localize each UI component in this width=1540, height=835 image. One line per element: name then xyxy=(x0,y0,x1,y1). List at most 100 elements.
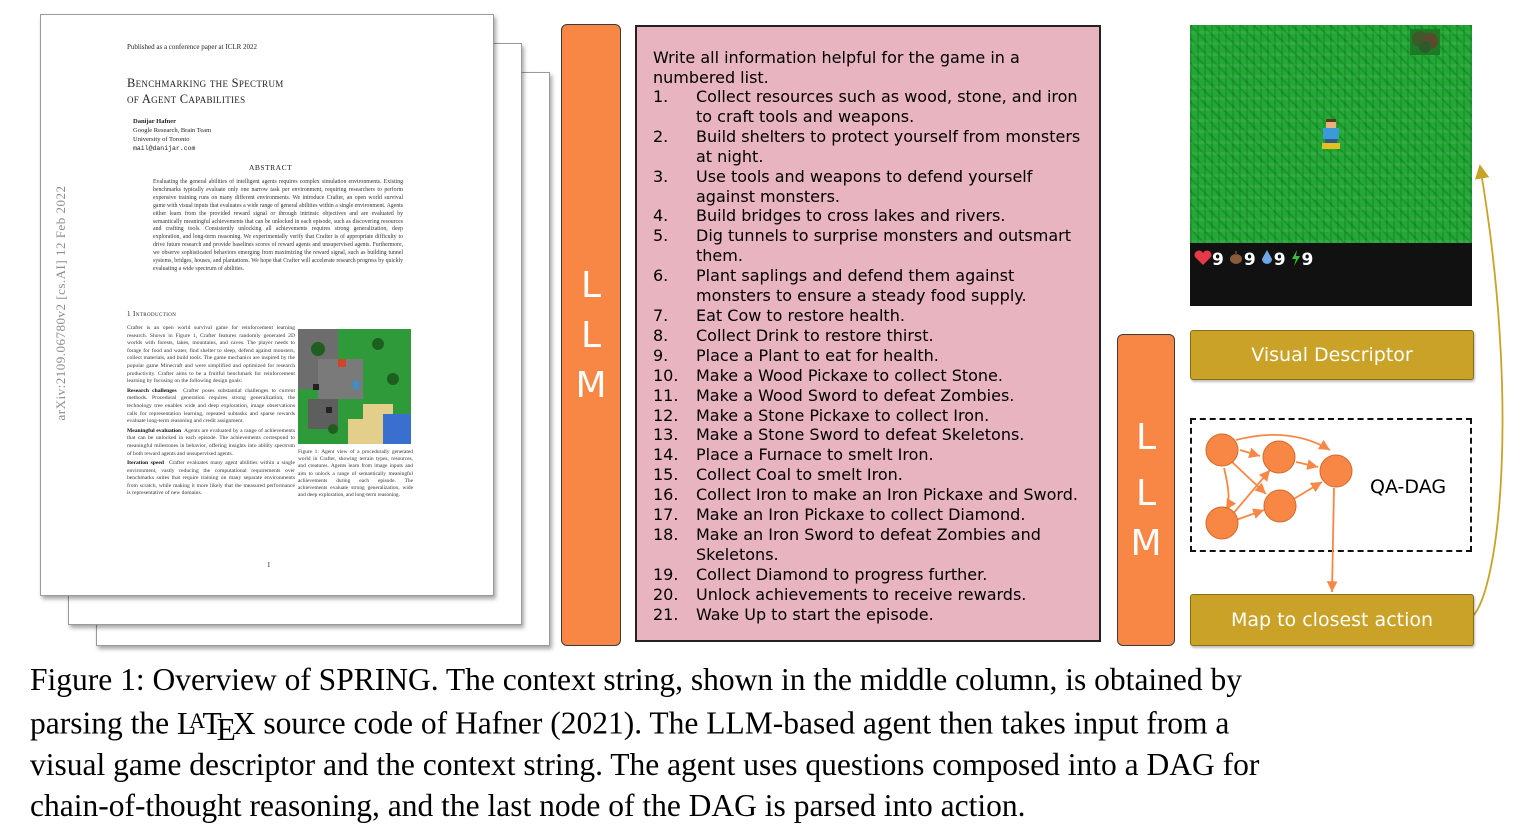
paper-venue-header: Published as a conference paper at ICLR … xyxy=(127,43,258,51)
context-item-number: 13. xyxy=(653,425,679,445)
context-item-number: 7. xyxy=(653,305,669,325)
qa-dag-label: QA-DAG xyxy=(1370,476,1447,498)
llm-right-letter-3: M xyxy=(1130,523,1162,564)
paper-meaningful-evaluation: Meaningful evaluation Agents are evaluat… xyxy=(127,428,295,458)
context-item-text: Unlock achievements to receive rewards. xyxy=(696,584,1027,604)
context-item-text: Dig tunnels to surprise monsters and out… xyxy=(696,226,1071,266)
caption-line-2: parsing the LATEX source code of Hafner … xyxy=(30,700,1520,747)
llm-left-letter-2: L xyxy=(580,315,602,356)
caption-line-2-pre: parsing the xyxy=(30,705,177,741)
drink-icon xyxy=(1260,249,1274,272)
dag-edge xyxy=(1239,447,1261,459)
paper-title-line1: Benchmarking the Spectrum xyxy=(127,76,284,90)
tree-icon xyxy=(1410,29,1440,55)
context-item-text: Wake Up to start the episode. xyxy=(696,604,934,624)
context-list-item: 10. Make a Wood Pickaxe to collect Stone. xyxy=(653,366,1093,386)
player-icon xyxy=(1322,119,1340,149)
energy-icon xyxy=(1290,249,1302,272)
context-item-text: Make an Iron Pickaxe to collect Diamond. xyxy=(696,505,1026,525)
context-list-item: 13. Make a Stone Sword to defeat Skeleton… xyxy=(653,425,1093,445)
context-item-number: 3. xyxy=(653,166,669,186)
dag-edge-to-action xyxy=(1326,487,1338,593)
figure-caption: Figure 1: Overview of SPRING. The contex… xyxy=(30,659,1520,826)
context-item-text: Collect Drink to restore thirst. xyxy=(696,325,934,345)
llm-left-letter-1: L xyxy=(580,265,602,306)
paper-figure-caption: Figure 1: Agent view of a procedurally g… xyxy=(298,449,413,499)
dag-edge xyxy=(1295,459,1319,470)
paper-author-affil2: University of Toronto xyxy=(133,136,190,143)
hud-stat: 9 xyxy=(1290,249,1314,272)
paper-author-email: mail@danijar.com xyxy=(133,145,196,152)
food-icon xyxy=(1228,250,1244,271)
context-intro: Write all information helpful for the ga… xyxy=(653,48,1020,87)
latex-logo: LATEX xyxy=(176,705,256,747)
paper-intro-heading: 1 Introduction xyxy=(127,310,177,318)
hud-stat: 9 xyxy=(1228,250,1256,271)
is-title: Iteration speed xyxy=(127,460,164,467)
hud-stat-value: 9 xyxy=(1243,250,1256,270)
hud-stat: 9 xyxy=(1260,249,1286,272)
context-list-item: 6. Plant saplings and defend them against… xyxy=(653,266,1093,306)
context-item-number: 1. xyxy=(653,87,669,106)
dag-node xyxy=(1205,433,1239,467)
paper-page-number: 1 xyxy=(267,561,271,569)
dag-edge xyxy=(1235,433,1331,451)
context-item-text: Use tools and weapons to defend yourself… xyxy=(696,166,1033,206)
dag-edge xyxy=(1231,461,1267,495)
llm-bar-right: L L M xyxy=(1117,334,1175,646)
dag-edge xyxy=(1291,481,1323,501)
caption-line-4: chain-of-thought reasoning, and the last… xyxy=(30,787,1026,823)
context-item-text: Make a Wood Sword to defeat Zombies. xyxy=(696,385,1015,405)
context-item-number: 2. xyxy=(653,126,669,146)
dag-node xyxy=(1262,440,1296,474)
context-list-item: 5. Dig tunnels to surprise monsters and o… xyxy=(653,226,1093,266)
dag-node xyxy=(1319,454,1353,488)
context-item-number: 20. xyxy=(653,584,679,604)
context-item-number: 18. xyxy=(653,524,679,544)
hud-stat-value: 9 xyxy=(1273,250,1286,270)
feedback-arrow xyxy=(1471,164,1504,618)
crafter-thumbnail-image xyxy=(298,329,411,444)
context-item-number: 11. xyxy=(653,385,679,405)
dag-edge xyxy=(1231,469,1271,516)
context-list-item: 15. Collect Coal to smelt Iron. xyxy=(653,465,1093,485)
llm-bar-left: L L M xyxy=(561,24,621,646)
context-list-item: 1. Collect resources such as wood, stone,… xyxy=(653,87,1093,127)
context-list-item: 3. Use tools and weapons to defend yourse… xyxy=(653,167,1093,207)
hud-stat: 9 xyxy=(1194,250,1224,271)
context-item-text: Plant saplings and defend them against m… xyxy=(696,266,1027,306)
context-item-text: Make a Stone Sword to defeat Skeletons. xyxy=(696,425,1025,445)
context-item-text: Build bridges to cross lakes and rivers. xyxy=(696,206,1006,226)
heart-icon xyxy=(1194,250,1212,271)
dag-edge xyxy=(1223,467,1237,511)
context-item-number: 14. xyxy=(653,445,679,465)
context-list-item: 8. Collect Drink to restore thirst. xyxy=(653,326,1093,346)
paper-author-affil1: Google Research, Brain Team xyxy=(133,127,212,134)
me-text: Agents are evaluated by a range of achie… xyxy=(127,427,295,457)
context-item-number: 6. xyxy=(653,266,669,286)
paper-front-page: arXiv:2109.06780v2 [cs.AI] 12 Feb 2022 P… xyxy=(40,14,494,596)
rc-text: Crafter poses substantial challenges to … xyxy=(127,387,295,425)
context-item-number: 10. xyxy=(653,365,679,385)
paper-intro-column: Crafter is an open world survival game f… xyxy=(127,325,295,498)
paper-title: Benchmarking the Spectrum of Agent Capab… xyxy=(127,75,284,107)
dag-edge xyxy=(1235,508,1265,521)
context-item-number: 17. xyxy=(653,505,679,525)
context-list-item: 21. Wake Up to start the episode. xyxy=(653,605,1093,625)
paper-title-line2: of Agent Capabilities xyxy=(127,92,246,106)
context-item-text: Collect Iron to make an Iron Pickaxe and… xyxy=(696,485,1078,505)
hud-stat-value: 9 xyxy=(1301,250,1314,270)
llm-right-letter-1: L xyxy=(1135,417,1157,458)
context-item-number: 8. xyxy=(653,325,669,345)
context-item-text: Place a Plant to eat for health. xyxy=(696,345,939,365)
caption-line-2-post: source code of Hafner (2021). The LLM-ba… xyxy=(255,705,1230,741)
paper-research-challenges: Research challenges Crafter poses substa… xyxy=(127,388,295,426)
context-item-text: Collect Diamond to progress further. xyxy=(696,564,988,584)
map-to-action-box: Map to closest action xyxy=(1190,594,1474,646)
context-item-number: 5. xyxy=(653,226,669,246)
context-list-item: 17. Make an Iron Pickaxe to collect Diamo… xyxy=(653,505,1093,525)
is-text: Crafter evaluates many agent abilities w… xyxy=(127,460,295,497)
context-item-text: Make a Stone Pickaxe to collect Iron. xyxy=(696,405,990,425)
